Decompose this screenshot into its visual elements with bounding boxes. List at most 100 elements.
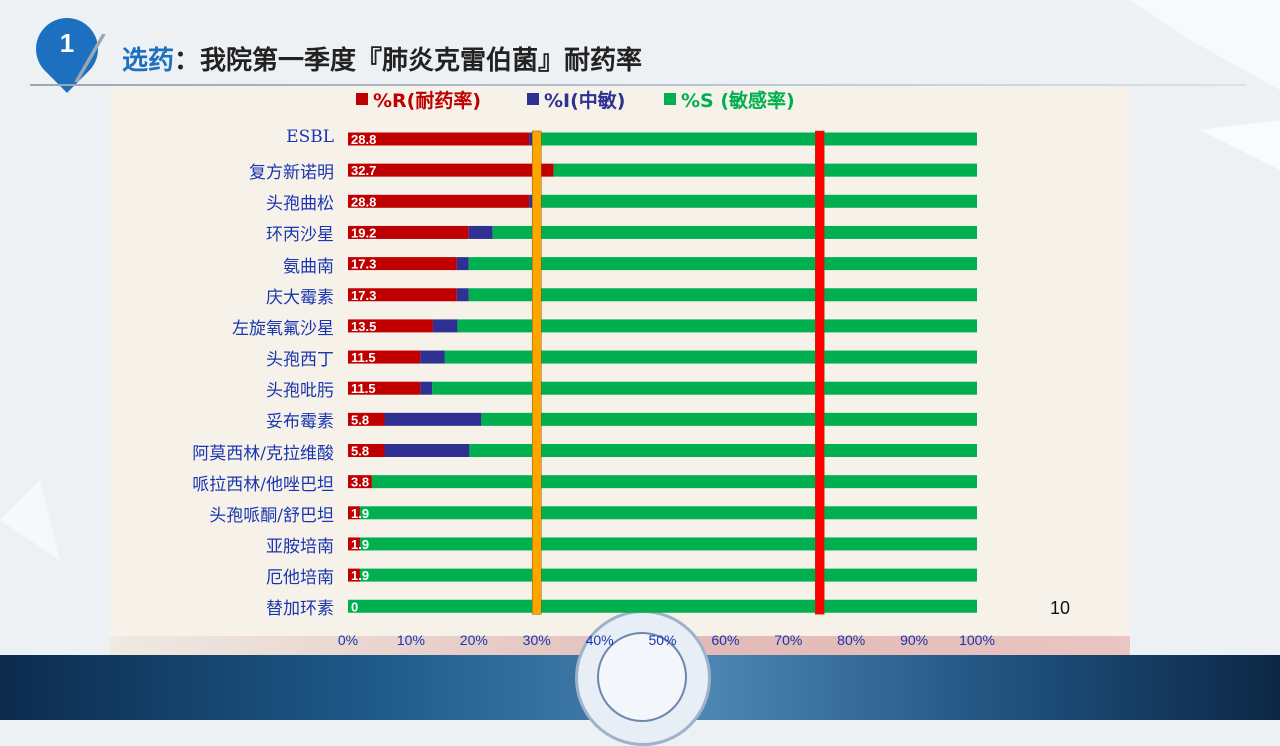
category-label: 替加环素 [266,599,334,620]
data-label: 28.8 [351,132,376,147]
data-label: 17.3 [351,257,376,272]
x-tick-label: 60% [711,632,740,648]
bar-sensitive [492,225,977,239]
title-underline [30,84,1246,86]
category-label: 头孢吡肟 [266,381,334,402]
title-accent: 选药 [122,46,175,76]
bar-intermediate [432,319,458,333]
resistance-bar-chart: 28.8 32.7 28.8 19.2 17.3 17.3 13.5 11.5 11.5 5.8 5… [348,130,978,615]
legend-intermediate: %I(中敏) [527,86,625,113]
bar-sensitive [444,350,978,364]
data-label: 11.5 [351,350,376,365]
bar-intermediate [529,132,533,146]
legend-swatch-intermediate [527,93,539,105]
category-label: 厄他培南 [266,568,334,589]
bar-sensitive [371,475,978,489]
category-label: 氨曲南 [283,256,334,277]
bar-sensitive [468,288,977,302]
legend-label-resistant: %R(耐药率) [373,90,482,112]
bar-intermediate [420,381,433,395]
bar-intermediate [468,225,493,239]
category-label: 亚胺培南 [266,536,334,557]
x-tick-label: 0% [337,632,359,648]
reference-line-75 [815,130,825,615]
bar-sensitive [348,599,977,613]
x-tick-label: 70% [774,632,803,648]
data-label: 17.3 [351,288,376,303]
chart-panel [110,86,1130,655]
slide-number: 1 [59,28,75,58]
legend-sensitive: %S (敏感率) [664,86,795,113]
data-label: 1.9 [351,506,369,521]
legend-label-sensitive: %S (敏感率) [681,90,795,112]
bar-intermediate [420,350,445,364]
category-label: 头孢哌酮/舒巴坦 [209,505,334,526]
bar-sensitive [359,537,977,551]
data-label: 1.9 [351,568,369,583]
bar-sensitive [359,568,977,582]
data-label: 19.2 [351,225,376,240]
legend-resistant: %R(耐药率) [356,86,481,113]
x-tick-label: 100% [959,632,995,648]
bar-resistant [348,225,469,239]
bar-resistant [348,537,360,551]
page-number: 10 [1050,598,1071,618]
category-label: 左旋氧氟沙星 [232,318,334,339]
bar-resistant [348,412,385,426]
bar-sensitive [553,163,977,177]
bar-resistant [348,444,385,457]
bar-resistant [348,163,554,177]
bar-intermediate [529,194,533,208]
reference-line-30 [531,130,542,615]
bar-intermediate [456,257,469,271]
bar-resistant [348,257,457,271]
bar-sensitive [359,506,977,520]
bar-resistant [348,506,360,520]
bar-resistant [348,319,433,333]
hospital-seal-inner [597,632,687,722]
category-label: 环丙沙星 [266,225,334,246]
category-label: 复方新诺明 [249,163,334,184]
bar-resistant [348,194,530,208]
x-tick-label: 10% [396,632,425,648]
bar-sensitive [532,194,977,208]
data-label: 5.8 [351,444,369,459]
bar-sensitive [457,319,977,333]
bar-sensitive [432,381,977,395]
data-label: 3.8 [351,475,369,490]
legend-swatch-resistant [356,93,368,105]
bar-resistant [348,350,421,364]
bar-resistant [348,475,372,489]
bar-sensitive [481,412,977,426]
title-rest: ：我院第一季度『肺炎克雷伯菌』耐药率 [174,46,643,76]
bar-resistant [348,568,360,582]
x-tick-label: 20% [459,632,488,648]
bar-intermediate [384,412,482,426]
bar-resistant [348,132,530,146]
x-tick-label: 50% [648,632,677,648]
x-tick-label: 80% [837,632,866,648]
category-label: 头孢西丁 [266,350,334,371]
data-label: 5.8 [351,412,369,427]
data-label: 32.7 [351,163,376,178]
category-label: 哌拉西林/他唑巴坦 [192,474,334,495]
data-label: 11.5 [351,381,376,396]
bar-intermediate [384,444,470,457]
legend-swatch-sensitive [664,93,676,105]
category-label: ESBL [286,127,334,147]
x-tick-label: 30% [522,632,551,648]
category-label: 妥布霉素 [266,412,334,433]
bar-sensitive [469,444,977,457]
data-label: 0 [351,599,358,614]
category-label: 庆大霉素 [266,287,334,308]
slide-title: 选药：我院第一季度『肺炎克雷伯菌』耐药率 [122,40,642,77]
category-label: 头孢曲松 [266,194,334,215]
bar-resistant [348,381,421,395]
data-label: 28.8 [351,194,376,209]
legend-label-intermediate: %I(中敏) [544,90,626,112]
bar-resistant [348,288,457,302]
x-tick-label: 90% [900,632,929,648]
bar-sensitive [532,132,977,146]
data-label: 13.5 [351,319,376,334]
x-tick-label: 40% [585,632,614,648]
